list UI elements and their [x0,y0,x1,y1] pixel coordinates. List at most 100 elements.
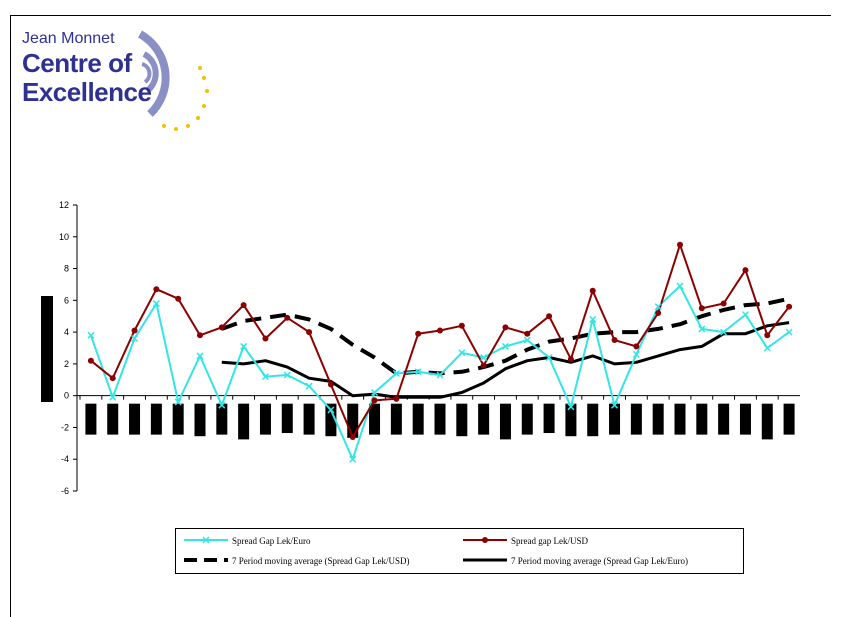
bar [521,403,533,435]
lek-euro-point [589,315,597,323]
bar [347,403,359,438]
lek-usd-point [546,313,553,320]
legend-swatch-lek-usd [463,537,507,543]
bar [412,403,424,435]
lek-usd-point [698,305,705,312]
bar [194,403,206,437]
legend-label-ma-usd: 7 Period moving average (Spread Gap Lek/… [232,556,410,566]
lek-usd-point [415,330,422,337]
lek-usd-point [567,356,574,363]
bar [499,403,511,440]
lek-euro-point [174,398,182,406]
lek-euro-point [567,403,575,411]
ma-lek-usd-line [221,296,790,376]
lek-usd-point [87,357,94,364]
lek-euro-point [392,369,400,377]
bar [390,403,402,435]
bar [739,403,751,435]
lek-euro-point [676,282,684,290]
logo-line-2: Centre of [22,48,132,78]
logo-arc-icon [137,30,209,131]
lek-usd-point [262,335,269,342]
bar [369,403,381,435]
frame-left-border [10,15,11,617]
lek-usd-point [480,362,487,369]
lek-euro-point [371,388,379,397]
lek-euro-point [698,325,706,333]
logo-line-1: Jean Monnet [22,30,115,47]
lek-euro-point [501,342,509,350]
y-tick-label: 8 [64,264,69,274]
lek-euro-point [763,344,771,352]
lek-euro-point [196,352,204,360]
lek-usd-point [720,300,727,307]
y-tick-label: 0 [64,391,69,401]
lek-euro-point [261,373,269,381]
legend-label-lek-euro: Spread Gap Lek/Euro [232,536,311,546]
lek-usd-point [284,314,291,321]
bar [761,403,773,440]
bar [543,403,555,434]
lek-usd-point [393,395,400,402]
frame-top-border [10,15,831,16]
bar [107,403,119,435]
bar [478,403,490,435]
lek-usd-point [655,310,662,317]
legend-item-lek-euro: Spread Gap Lek/Euro [182,533,452,551]
lek-euro-point [545,354,553,362]
lek-usd-point [677,241,683,248]
side-bar [41,296,53,402]
bar [150,403,162,435]
lek-euro-point [785,328,793,336]
legend-swatch-ma-usd [184,558,228,562]
bar [259,403,271,435]
lek-usd-point [437,327,443,334]
logo-line-3: Excellence [22,77,152,107]
chart-legend: Spread Gap Lek/Euro Spread gap Lek/USD 7… [175,528,744,574]
bar [281,403,293,434]
lek-usd-point [764,332,771,339]
bar [587,403,599,437]
y-tick-label: 2 [64,359,69,369]
lek-usd-point [349,433,356,440]
lek-euro-point [632,350,640,358]
lek-usd-point [175,295,182,302]
lek-euro-point [283,371,291,379]
lek-euro-point [109,393,117,401]
bar [630,403,642,435]
bar [325,403,337,437]
lek-usd-point [371,397,378,404]
lek-euro-point [87,331,95,339]
lek-euro-point [654,303,662,311]
bar [456,403,468,437]
ma-lek-euro-line [221,321,790,399]
bar [674,403,686,435]
lek-euro-point [152,299,160,308]
lek-euro-point [414,368,422,376]
lek-euro-point [611,401,619,409]
lek-usd-point [742,267,749,274]
lek-usd-point [589,287,596,294]
bar [129,403,141,435]
bar [216,403,228,435]
lek-euro-point [741,311,749,319]
lek-usd-point [197,332,203,339]
bar [565,403,577,437]
lek-usd-point [502,324,509,331]
lek-euro-point [327,406,335,414]
bar [783,403,795,435]
lek-euro-point [131,334,139,342]
lek-usd-point [458,322,465,329]
lek-euro-point [240,342,248,350]
y-tick-label: -2 [61,422,69,432]
y-tick-label: -6 [61,486,69,496]
y-tick-label: 10 [59,232,69,242]
bar [696,403,708,435]
bar [85,403,97,435]
bar [434,403,446,435]
lek-usd-point [109,375,116,382]
lek-euro-point [349,455,357,463]
legend-item-ma-euro: 7 Period moving average (Spread Gap Lek/… [461,553,741,571]
y-tick-label: 6 [64,295,69,305]
